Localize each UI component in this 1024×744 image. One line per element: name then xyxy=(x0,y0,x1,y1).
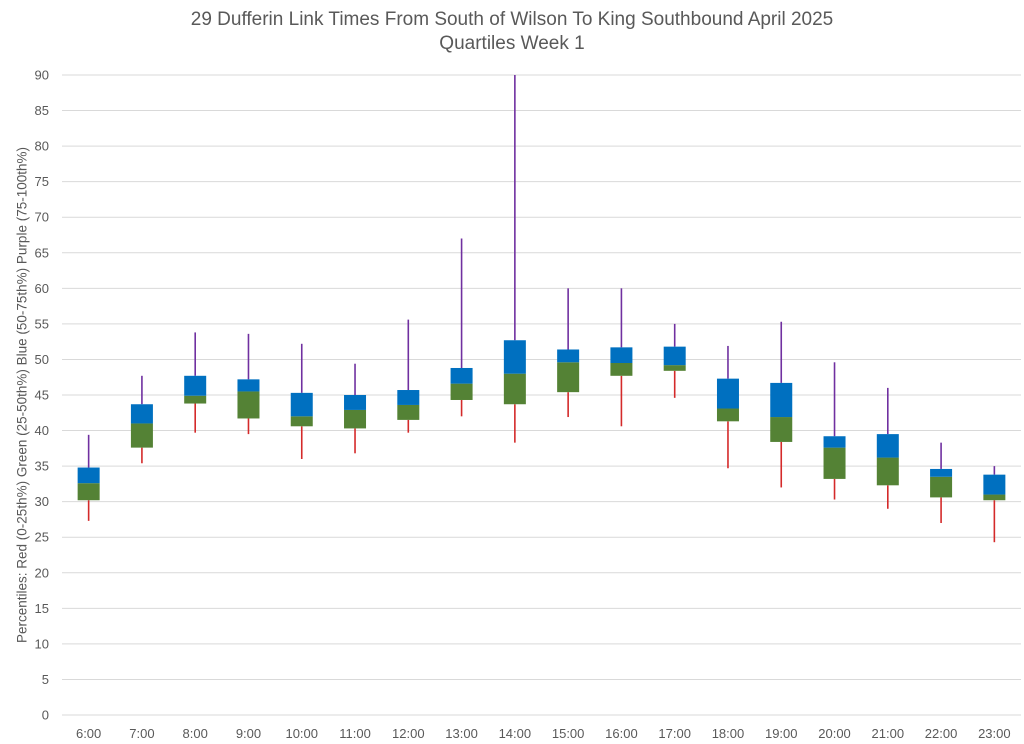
chart-title: 29 Dufferin Link Times From South of Wil… xyxy=(190,9,834,30)
y-tick-label: 5 xyxy=(42,672,49,687)
y-tick-label: 90 xyxy=(35,68,49,83)
box-upper xyxy=(663,346,686,366)
box-upper xyxy=(184,375,207,396)
box-lower xyxy=(450,383,473,400)
x-tick-label: 8:00 xyxy=(183,726,208,741)
box-upper xyxy=(823,436,846,448)
y-tick-label: 45 xyxy=(35,388,49,403)
gridlines xyxy=(62,74,1021,716)
box-upper xyxy=(130,404,153,424)
box-upper xyxy=(770,382,793,418)
y-tick-label: 10 xyxy=(35,636,49,651)
box-lower xyxy=(503,373,526,405)
box-upper xyxy=(77,467,100,484)
candlestick-9:00 xyxy=(237,333,260,435)
box-upper xyxy=(397,390,420,405)
box-upper xyxy=(610,347,633,363)
y-tick-label: 55 xyxy=(35,316,49,331)
x-tick-label: 17:00 xyxy=(658,726,691,741)
candlesticks xyxy=(77,75,1006,543)
x-tick-label: 9:00 xyxy=(236,726,261,741)
y-tick-label: 30 xyxy=(35,494,49,509)
box-upper xyxy=(450,367,473,384)
candlestick-12:00 xyxy=(397,319,420,433)
x-tick-label: 18:00 xyxy=(712,726,745,741)
candlestick-6:00 xyxy=(77,434,100,521)
x-tick-label: 12:00 xyxy=(392,726,425,741)
y-tick-label: 0 xyxy=(42,708,49,723)
y-tick-label: 85 xyxy=(35,103,49,118)
box-lower xyxy=(663,365,686,371)
candlestick-14:00 xyxy=(503,75,526,443)
box-lower xyxy=(77,483,100,501)
candlestick-18:00 xyxy=(716,345,739,469)
box-lower xyxy=(983,494,1006,501)
candlestick-22:00 xyxy=(930,442,953,523)
box-lower xyxy=(876,457,899,486)
y-tick-label: 70 xyxy=(35,210,49,225)
candlestick-10:00 xyxy=(290,343,313,459)
box-lower xyxy=(770,417,793,442)
box-lower xyxy=(290,416,313,427)
y-tick-label: 50 xyxy=(35,352,49,367)
box-upper xyxy=(716,378,739,409)
x-tick-label: 15:00 xyxy=(552,726,585,741)
box-lower xyxy=(716,408,739,422)
x-tick-label: 10:00 xyxy=(285,726,318,741)
x-tick-label: 22:00 xyxy=(925,726,958,741)
candlestick-13:00 xyxy=(450,238,473,417)
box-lower xyxy=(344,409,367,429)
x-tick-label: 19:00 xyxy=(765,726,798,741)
x-tick-label: 11:00 xyxy=(339,726,371,741)
candlestick-16:00 xyxy=(610,288,633,427)
y-tick-label: 80 xyxy=(35,139,49,154)
y-tick-label: 60 xyxy=(35,281,49,296)
x-tick-label: 14:00 xyxy=(499,726,532,741)
y-tick-label: 35 xyxy=(35,459,49,474)
y-tick-label: 25 xyxy=(35,530,49,545)
candlestick-11:00 xyxy=(344,363,367,454)
x-axis-ticks: 6:00 7:00 8:00 9:00 10:00 11:00 12:00 13:00 14:0… xyxy=(76,726,1011,741)
x-tick-label: 13:00 xyxy=(445,726,478,741)
y-tick-label: 65 xyxy=(35,245,49,260)
x-tick-label: 6:00 xyxy=(76,726,101,741)
box-upper xyxy=(557,349,580,363)
box-upper xyxy=(290,392,313,417)
y-tick-label: 75 xyxy=(35,174,49,189)
x-tick-label: 20:00 xyxy=(818,726,851,741)
x-tick-label: 16:00 xyxy=(605,726,638,741)
box-lower xyxy=(397,404,420,420)
box-upper xyxy=(983,474,1006,495)
candlestick-20:00 xyxy=(823,362,846,500)
box-lower xyxy=(184,395,207,404)
x-tick-label: 21:00 xyxy=(872,726,905,741)
box-lower xyxy=(237,391,260,419)
candlestick-8:00 xyxy=(184,332,207,433)
box-upper xyxy=(503,340,526,374)
x-tick-label: 23:00 xyxy=(978,726,1011,741)
box-lower xyxy=(930,476,953,498)
box-lower xyxy=(823,447,846,479)
y-tick-label: 20 xyxy=(35,565,49,580)
box-lower xyxy=(610,363,633,376)
y-tick-label: 40 xyxy=(35,423,49,438)
candlestick-17:00 xyxy=(663,323,686,398)
candlestick-15:00 xyxy=(557,288,580,418)
y-axis-ticks: 0 5 10 15 20 25 30 35 40 45 50 55 60 65 70 75 80 85 90 xyxy=(35,68,49,723)
box-lower xyxy=(130,423,153,448)
candlestick-21:00 xyxy=(876,387,899,509)
box-upper xyxy=(930,468,953,477)
y-tick-label: 15 xyxy=(35,601,49,616)
candlestick-7:00 xyxy=(130,375,153,464)
chart-subtitle: Quartiles Week 1 xyxy=(439,33,585,54)
x-tick-label: 7:00 xyxy=(129,726,154,741)
candlestick-23:00 xyxy=(983,466,1006,543)
candlestick-19:00 xyxy=(770,321,793,488)
box-upper xyxy=(876,434,899,458)
box-lower xyxy=(557,362,580,393)
box-upper xyxy=(237,379,260,392)
box-upper xyxy=(344,395,367,410)
